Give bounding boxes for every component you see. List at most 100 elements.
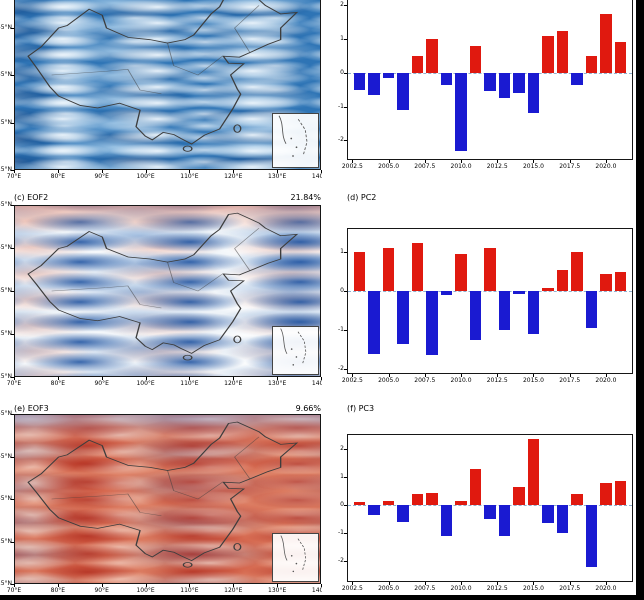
pc-bar [469, 45, 482, 73]
pc-bar [614, 42, 627, 73]
pc-bar [498, 291, 511, 331]
x-tick-mark [533, 374, 535, 377]
pc-bar [600, 273, 612, 292]
lat-tick-mark [11, 170, 14, 171]
x-tick-label: 2010.0 [450, 163, 472, 170]
pc-bar [469, 291, 482, 340]
pc-bar [411, 55, 424, 73]
lat-tick-mark [11, 75, 14, 76]
pc-bar [498, 505, 511, 537]
pc-bar [513, 291, 525, 295]
lon-tick-mark [189, 170, 191, 173]
x-tick-label: 2007.5 [414, 377, 436, 384]
lon-tick-label: 90°E [94, 587, 109, 594]
x-tick-mark [388, 582, 390, 585]
pc-bar [382, 248, 395, 292]
x-tick-label: 2010.0 [450, 377, 472, 384]
lat-tick-label: 15°N [0, 166, 12, 173]
x-tick-mark [352, 374, 354, 377]
pc-bar [600, 13, 612, 73]
lon-tick-label: 90°E [94, 380, 109, 387]
lat-tick-mark [11, 584, 14, 585]
x-tick-label: 2002.5 [341, 163, 363, 170]
lon-tick-label: 80°E [50, 380, 66, 387]
lat-tick-mark [11, 456, 14, 458]
pc-bar [469, 468, 482, 506]
lon-tick-label: 70°E [6, 587, 22, 594]
pc-bar [455, 72, 467, 151]
pc-bar [571, 252, 583, 292]
eof3-spatial-map [14, 414, 321, 584]
lat-tick-label: 45°N [0, 244, 12, 251]
x-tick-mark [388, 160, 390, 163]
zero-reference-line [348, 291, 632, 293]
x-tick-mark [605, 582, 607, 585]
lon-tick-mark [277, 170, 279, 173]
x-tick-label: 2012.5 [486, 163, 508, 170]
x-tick-mark [424, 374, 426, 377]
lon-tick-label: 70°E [6, 173, 22, 180]
lon-tick-label: 120°E [224, 380, 243, 387]
lon-tick-mark [277, 584, 279, 587]
china-map-outline [27, 421, 299, 568]
lon-tick-mark [57, 584, 59, 587]
lon-tick-mark [101, 170, 103, 173]
lat-tick-mark [11, 205, 14, 206]
south-china-sea-inset [271, 325, 319, 375]
lon-tick-label: 120°E [224, 173, 243, 180]
lat-tick-mark [11, 27, 14, 29]
y-tick-mark [344, 140, 347, 142]
pc1-bar-plot [347, 0, 633, 160]
eof2-spatial-map [14, 205, 321, 377]
inset-map [280, 328, 307, 366]
pc-bar [513, 486, 525, 506]
panel-label-pc2: (d) PC2 [347, 193, 377, 202]
pc-bar [397, 72, 409, 110]
pc-bar [426, 492, 438, 506]
pc-bar [527, 72, 540, 114]
pc-bar [382, 72, 395, 78]
pc-bar [440, 72, 453, 85]
x-tick-mark [533, 160, 535, 163]
lat-tick-label: 35°N [0, 71, 12, 78]
lat-tick-label: 45°N [0, 452, 12, 460]
x-tick-mark [569, 582, 571, 585]
lon-tick-label: 100°E [136, 587, 155, 594]
y-tick-mark [344, 72, 347, 74]
y-tick-mark [344, 38, 347, 40]
lon-tick-mark [14, 584, 15, 587]
y-tick-mark [344, 505, 347, 507]
pc-bar [426, 38, 438, 73]
x-tick-mark [533, 582, 535, 585]
inset-map [278, 116, 308, 158]
x-tick-mark [569, 374, 571, 377]
pc-bar [571, 72, 583, 85]
panel-label-pc3: (f) PC3 [347, 404, 375, 413]
lat-tick-label: 35°N [0, 495, 12, 502]
pc-bar [556, 269, 569, 292]
y-tick-label: 1 [340, 473, 344, 481]
lon-tick-mark [14, 377, 15, 380]
y-tick-mark [344, 449, 347, 451]
y-tick-label: -2 [338, 136, 344, 144]
y-tick-label: 2 [340, 1, 344, 9]
x-tick-label: 2020.0 [595, 163, 617, 170]
y-tick-mark [344, 5, 347, 7]
pc-bar [353, 502, 366, 506]
y-tick-mark [344, 533, 347, 535]
x-tick-label: 2017.5 [559, 163, 581, 170]
south-china-sea-inset [271, 113, 319, 168]
x-tick-label: 2002.5 [341, 585, 363, 592]
x-tick-mark [605, 374, 607, 377]
pc-bar [455, 254, 467, 292]
x-tick-label: 2010.0 [450, 585, 472, 592]
pc-bar [556, 505, 569, 534]
y-tick-mark [344, 291, 347, 293]
x-tick-mark [569, 160, 571, 163]
lat-tick-label: 55°N [0, 410, 12, 417]
pc-bar [585, 291, 598, 329]
lon-tick-label: 70°E [6, 380, 22, 387]
lon-tick-label: 110°E [180, 587, 199, 594]
lon-tick-mark [189, 377, 191, 380]
lon-tick-label: 110°E [180, 173, 199, 180]
